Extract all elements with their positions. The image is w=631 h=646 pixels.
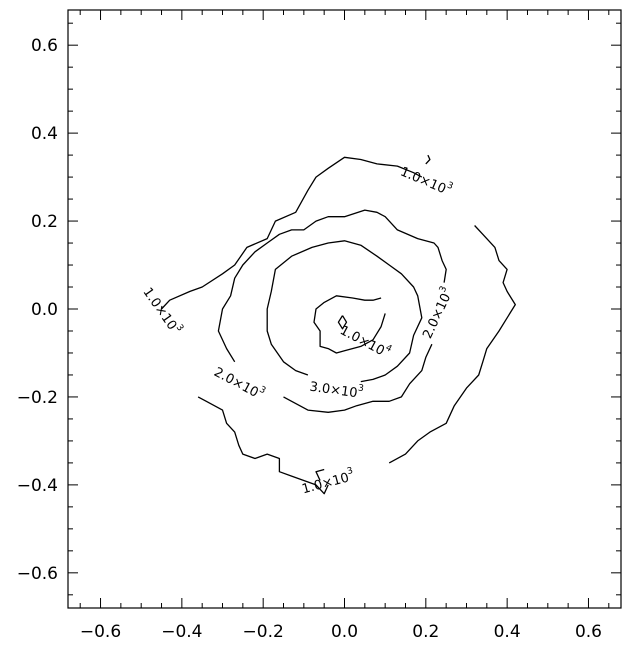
contour-label-2000: 2.0×103 <box>417 285 456 341</box>
contour-line-3000 <box>266 240 423 383</box>
contour-label-3000: 3.0×103 <box>309 376 365 401</box>
contour-level-labels: 1.0×103 1.0×103 1.0×103 2.0×103 2.0×103 3.0×1… <box>140 161 456 497</box>
x-tick-label: −0.4 <box>161 622 202 642</box>
contour-line-1000 <box>161 156 423 310</box>
x-tick-label: 0.4 <box>494 622 521 642</box>
contour-line-10000 <box>313 295 386 354</box>
axis-tick-labels: −0.6 −0.4 −0.2 0.0 0.2 0.4 0.6 −0.6 −0.4 −0.2 0.0 0… <box>17 36 602 642</box>
contour-label-1000: 1.0×103 <box>140 283 186 337</box>
contour-line-20000 <box>337 315 348 330</box>
x-tick-label: −0.6 <box>80 622 121 642</box>
y-tick-label: −0.2 <box>17 388 58 408</box>
y-tick-label: −0.6 <box>17 564 58 584</box>
contour-line-1000 <box>315 468 325 481</box>
contour-label-2000: 2.0×103 <box>211 362 267 403</box>
contour-label-1000: 1.0×103 <box>300 466 357 497</box>
y-tick-label: 0.2 <box>31 212 58 232</box>
contour-lines <box>161 154 516 495</box>
contour-line-2000 <box>283 343 433 413</box>
y-tick-label: 0.6 <box>31 36 58 56</box>
contour-label-1000: 1.0×103 <box>398 161 455 199</box>
y-tick-label: 0.4 <box>31 124 58 144</box>
y-tick-label: −0.4 <box>17 476 58 496</box>
contour-line-2000 <box>217 209 447 363</box>
contour-label-10000: 1.0×104 <box>338 320 394 361</box>
axis-ticks <box>68 10 621 608</box>
x-tick-label: 0.2 <box>412 622 439 642</box>
x-tick-label: −0.2 <box>243 622 284 642</box>
contour-line-1000 <box>197 396 329 495</box>
contour-line-1000 <box>388 225 516 464</box>
contour-line-1000 <box>425 154 431 165</box>
y-tick-label: 0.0 <box>31 300 58 320</box>
x-tick-label: 0.6 <box>575 622 602 642</box>
x-tick-label: 0.0 <box>331 622 358 642</box>
